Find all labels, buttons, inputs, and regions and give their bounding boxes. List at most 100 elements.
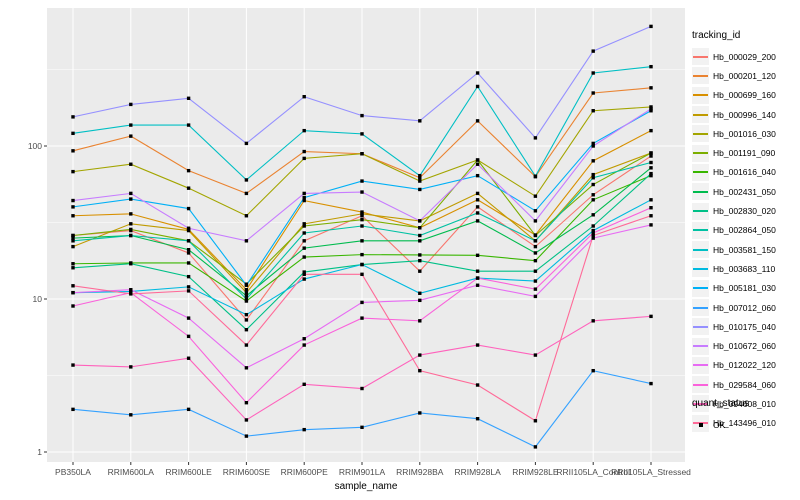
data-point <box>475 173 480 178</box>
data-point <box>302 231 306 235</box>
data-point <box>360 239 364 243</box>
data-point <box>649 223 653 227</box>
legend-key-icon <box>692 106 709 124</box>
legend-key-icon <box>692 279 709 297</box>
legend-item-label: Hb_005181_030 <box>713 283 776 294</box>
data-point <box>302 427 306 432</box>
data-point <box>129 292 133 296</box>
legend-key-icon <box>692 86 709 104</box>
data-point <box>71 233 75 238</box>
data-point <box>533 269 538 273</box>
legend-item-label: Hb_007012_060 <box>713 302 776 313</box>
data-point <box>533 251 538 255</box>
data-point <box>71 115 75 119</box>
data-point <box>649 154 653 158</box>
data-point <box>533 174 538 178</box>
data-point <box>649 314 653 319</box>
data-point <box>591 213 595 217</box>
legend-item-Hb_012022_120: Hb_012022_120 <box>692 356 800 375</box>
data-point <box>186 239 191 243</box>
data-point <box>475 253 480 258</box>
data-point <box>302 224 306 228</box>
data-point <box>591 176 595 180</box>
data-point <box>360 386 364 391</box>
data-point <box>418 319 422 323</box>
data-point <box>360 214 364 218</box>
data-point <box>244 343 249 347</box>
data-point <box>533 219 538 223</box>
data-point <box>533 279 538 283</box>
data-point <box>302 239 306 243</box>
data-point <box>360 425 364 430</box>
data-point <box>244 239 249 243</box>
legend-key-icon <box>692 299 709 316</box>
data-point <box>418 239 422 243</box>
data-point <box>244 434 249 438</box>
data-point <box>129 222 133 226</box>
data-point <box>129 191 133 196</box>
data-point <box>186 206 191 211</box>
legend-item-label: Hb_143496_010 <box>713 418 776 429</box>
data-point <box>475 283 480 287</box>
data-point <box>186 289 191 293</box>
data-point <box>533 445 538 449</box>
data-point <box>302 156 306 161</box>
data-point <box>186 251 191 255</box>
data-point <box>418 411 422 415</box>
data-point <box>71 407 75 412</box>
data-point <box>244 141 249 146</box>
data-point <box>129 365 133 369</box>
legend-item-Hb_001016_030: Hb_001016_030 <box>692 124 800 143</box>
legend-title-tracking-id: tracking_id <box>692 30 741 41</box>
data-point <box>418 173 422 178</box>
x-tick-label: RRIM600LE <box>165 467 212 477</box>
legend-item-Hb_000201_120: Hb_000201_120 <box>692 66 800 85</box>
data-point <box>591 319 595 323</box>
data-point <box>302 198 306 203</box>
legend-key-icon <box>692 337 709 355</box>
data-point <box>129 212 133 216</box>
data-point <box>186 96 191 101</box>
x-tick-label: RRII105LA_Stressed <box>611 467 691 477</box>
data-point <box>475 158 480 162</box>
data-point <box>475 205 480 209</box>
legend-item-Hb_003683_110: Hb_003683_110 <box>692 259 800 278</box>
data-point <box>186 316 191 320</box>
data-point <box>129 262 133 266</box>
data-point <box>360 272 364 277</box>
data-point <box>129 134 133 138</box>
data-point <box>129 413 133 417</box>
data-point <box>649 109 653 113</box>
data-point <box>186 285 191 289</box>
data-point <box>302 222 306 226</box>
data-point <box>302 270 306 274</box>
legend-key-icon <box>692 125 709 143</box>
legend-item-Hb_005181_030: Hb_005181_030 <box>692 279 800 298</box>
data-point <box>475 343 480 347</box>
legend-title-quant-status: quant_status <box>692 398 750 409</box>
data-point <box>71 205 75 209</box>
data-point <box>649 206 653 210</box>
data-point <box>244 328 249 332</box>
legend-item-label: Hb_012022_120 <box>713 360 776 371</box>
x-tick-label: RRIM928BA <box>396 467 444 477</box>
legend-item-label: Hb_000029_200 <box>713 51 776 62</box>
data-point <box>533 233 538 238</box>
legend-item-Hb_002431_050: Hb_002431_050 <box>692 182 800 201</box>
legend-item-label: Hb_000201_120 <box>713 70 776 81</box>
data-point <box>129 102 133 107</box>
data-point <box>475 383 480 387</box>
data-point <box>533 419 538 423</box>
data-point <box>302 337 306 341</box>
x-tick-label: RRIM600LA <box>108 467 155 477</box>
data-point <box>360 224 364 228</box>
data-point <box>418 187 422 192</box>
data-point <box>649 173 653 178</box>
x-tick-label: RRIM928LE <box>512 467 559 477</box>
data-point <box>533 136 538 140</box>
legend-item-Hb_010175_040: Hb_010175_040 <box>692 317 800 336</box>
data-point <box>591 172 595 177</box>
data-point <box>186 407 191 412</box>
legend-key-icon <box>692 67 709 85</box>
